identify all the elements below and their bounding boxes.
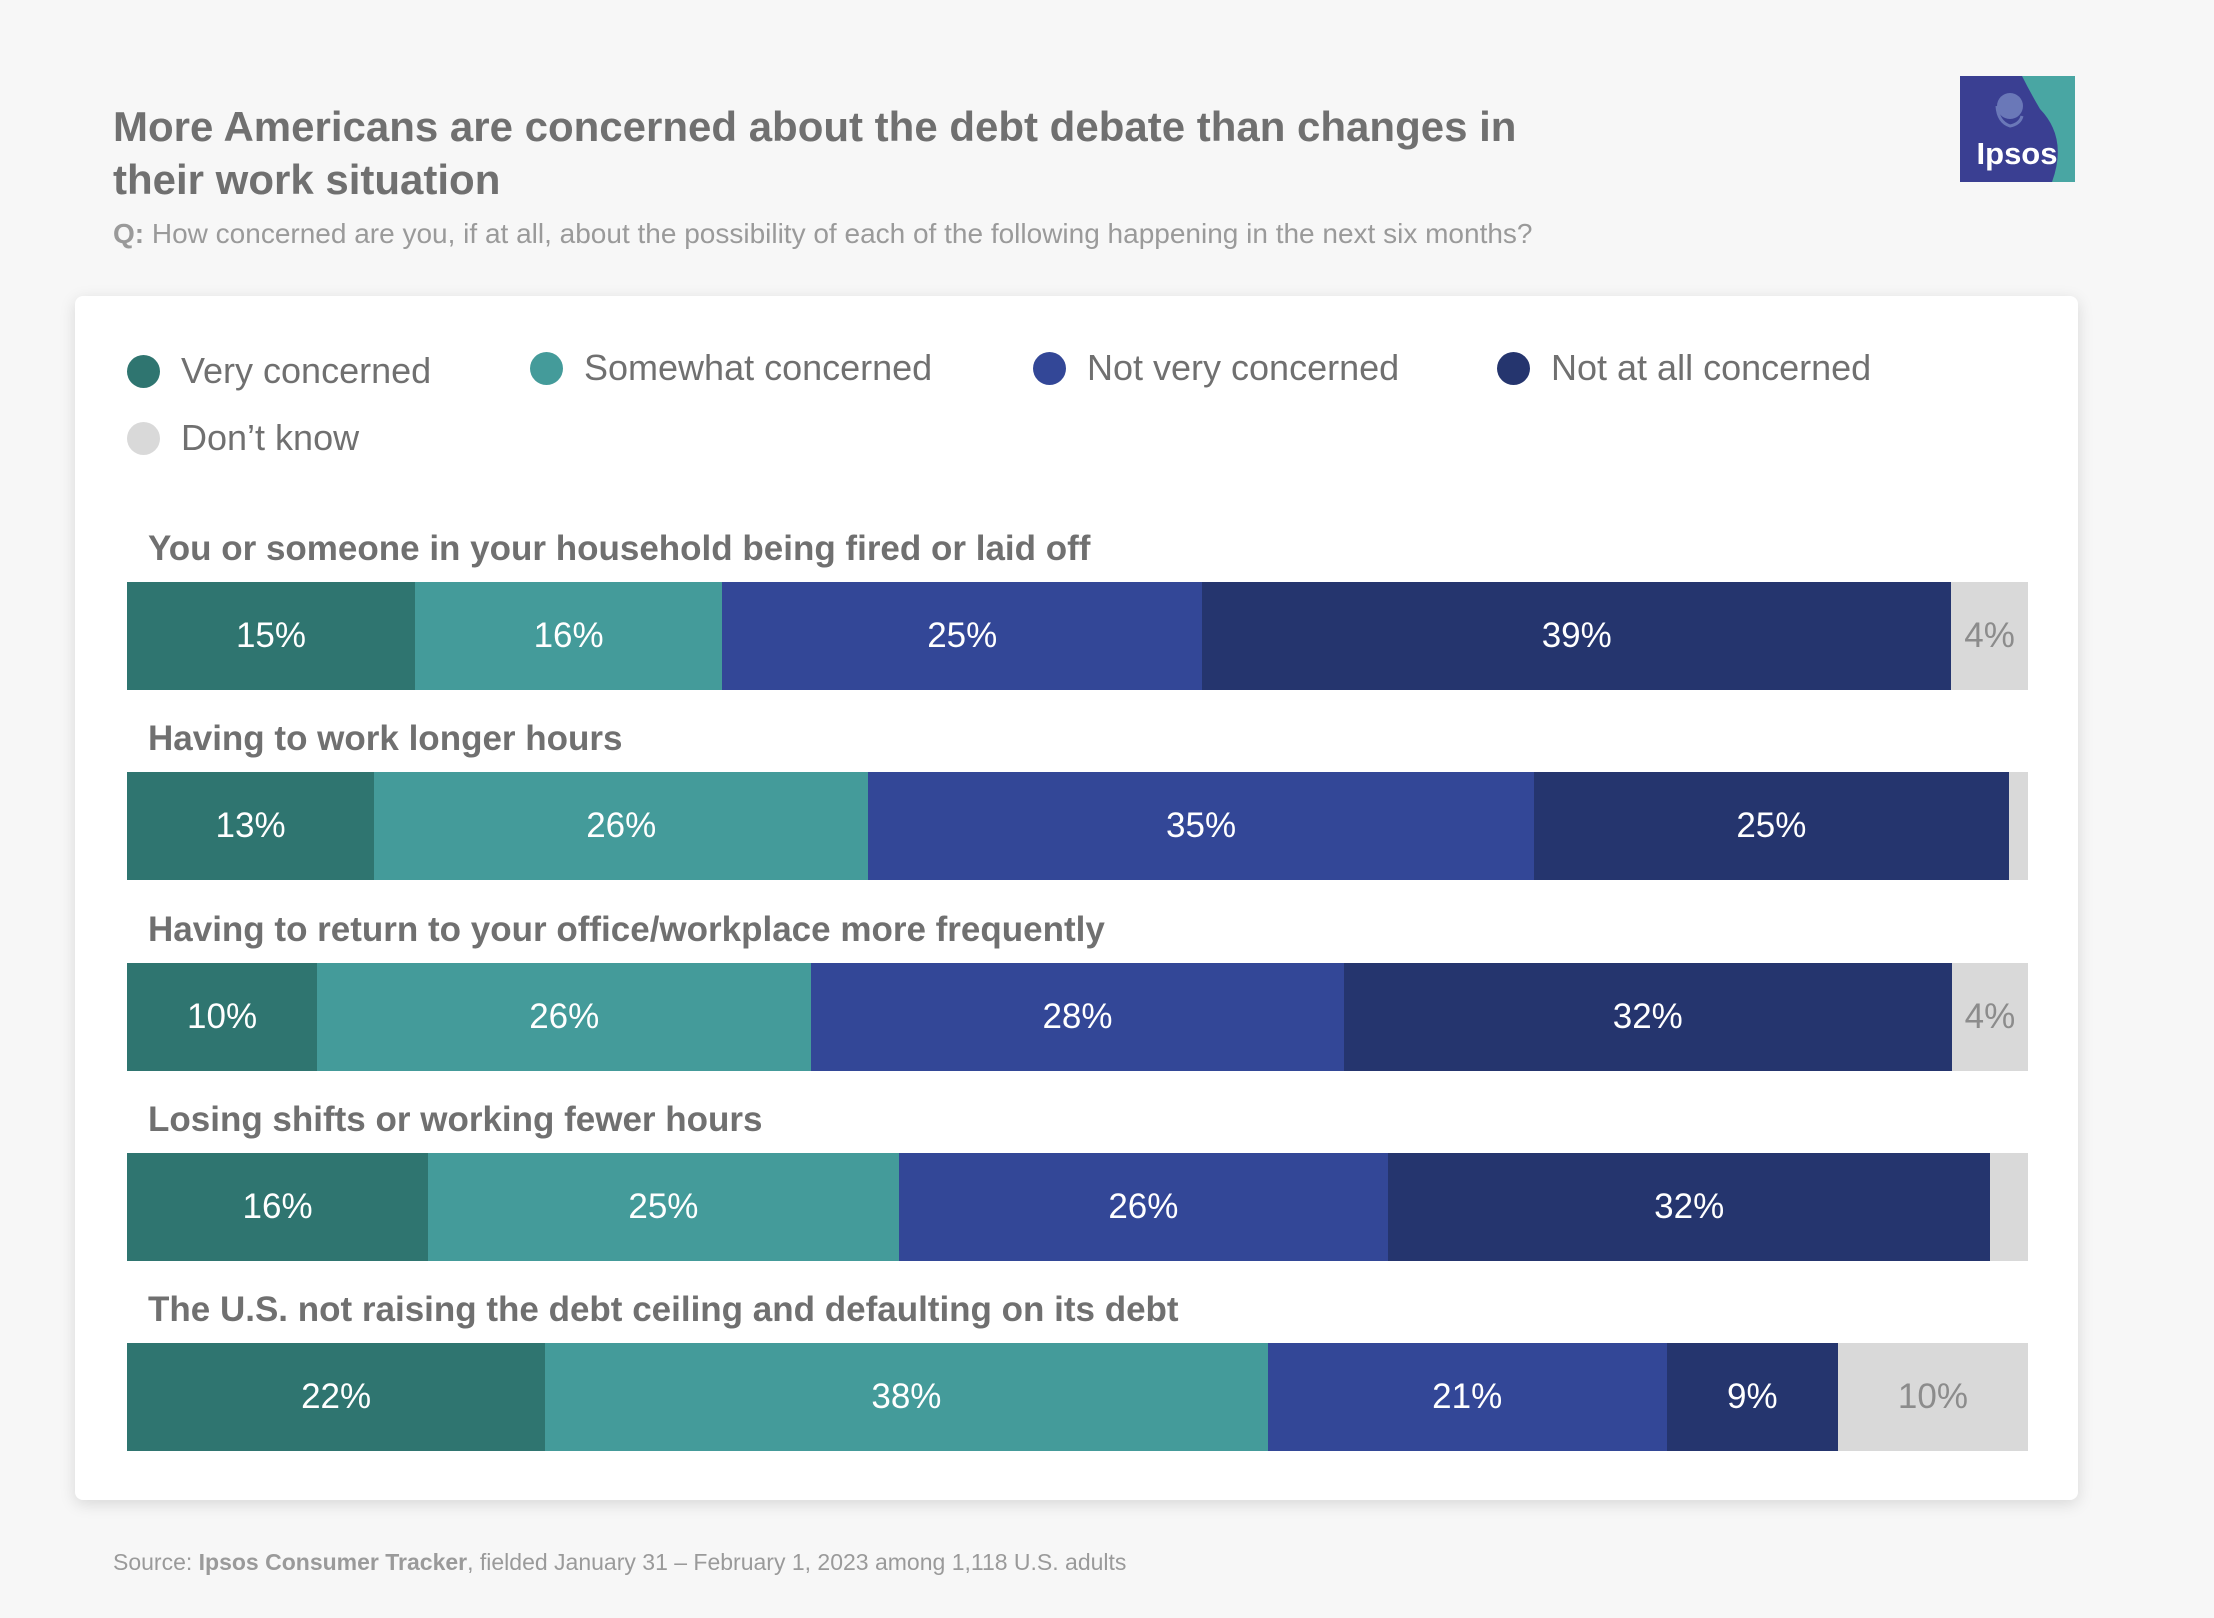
bar-segment: 25% — [722, 582, 1203, 690]
chart-title: More Americans are concerned about the d… — [113, 103, 1517, 203]
row-label: Having to work longer hours — [148, 719, 623, 758]
data-label: 25% — [628, 1187, 699, 1226]
stacked-bar: 13% 26% 35% 25% — [127, 772, 2028, 880]
bar-segment: 10% — [127, 963, 318, 1071]
bar-segment: 32% — [1388, 1153, 1991, 1261]
data-label: 16% — [533, 616, 604, 655]
data-label: 28% — [1042, 997, 1113, 1036]
bar-segment: 25% — [1533, 772, 2009, 880]
data-label: 26% — [586, 806, 657, 845]
data-label: 26% — [529, 997, 600, 1036]
data-label: 9% — [1727, 1377, 1778, 1416]
data-label: 13% — [215, 806, 286, 845]
row-label: The U.S. not raising the debt ceiling an… — [148, 1290, 1179, 1329]
data-label: 10% — [187, 997, 258, 1036]
bar-segment: 15% — [127, 582, 416, 690]
legend-item-somewhat-concerned: Somewhat concerned — [530, 347, 932, 389]
source-details: , fielded January 31 – February 1, 2023 … — [467, 1549, 1127, 1575]
legend-label: Not very concerned — [1087, 347, 1400, 388]
data-label: 25% — [1736, 806, 1807, 845]
legend-item-very-concerned: Very concerned — [127, 350, 431, 392]
survey-question: Q: How concerned are you, if at all, abo… — [113, 218, 2013, 250]
stacked-bar: 10% 26% 28% 32% 4% — [127, 963, 2028, 1071]
data-label: 26% — [1108, 1187, 1179, 1226]
bar-segment: 26% — [317, 963, 812, 1071]
legend-swatch — [127, 421, 160, 455]
legend-label: Somewhat concerned — [584, 347, 933, 388]
legend-swatch — [127, 354, 160, 388]
bar-segment: 26% — [374, 772, 869, 880]
data-label: 25% — [927, 616, 998, 655]
bar-segment: 16% — [127, 1153, 429, 1261]
bar-segment: 38% — [545, 1343, 1268, 1451]
data-label: 4% — [1964, 616, 2015, 655]
question-text: How concerned are you, if at all, about … — [144, 218, 1533, 249]
data-label: 35% — [1166, 806, 1237, 845]
bar-segment: 16% — [415, 582, 723, 690]
source-prefix: Source: — [113, 1549, 199, 1575]
data-label: 39% — [1541, 616, 1612, 655]
bar-segment — [2008, 772, 2028, 880]
legend-swatch — [530, 351, 563, 385]
bar-segment: 39% — [1202, 582, 1952, 690]
ipsos-logo: Ipsos — [1960, 76, 2075, 182]
stacked-bar: 16% 25% 26% 32% — [127, 1153, 2028, 1261]
data-label: 32% — [1654, 1187, 1725, 1226]
bar-segment: 4% — [1951, 963, 2028, 1071]
stacked-bar: 22% 38% 21% 9% 10% — [127, 1343, 2028, 1451]
logo-text: Ipsos — [1977, 136, 2058, 171]
data-label: 16% — [242, 1187, 313, 1226]
bar-segment: 25% — [428, 1153, 899, 1261]
legend-swatch — [1497, 351, 1530, 385]
data-label: 15% — [235, 616, 307, 655]
bar-segment: 9% — [1666, 1343, 1838, 1451]
row-label: Losing shifts or working fewer hours — [148, 1100, 763, 1139]
bar-segment: 28% — [811, 963, 1344, 1071]
question-label: Q: — [113, 218, 145, 249]
legend-item-not-at-all-concerned: Not at all concerned — [1497, 347, 1871, 389]
chart-card — [75, 296, 2078, 1500]
bar-segment: 4% — [1951, 582, 2028, 690]
row-label: Having to return to your office/workplac… — [148, 910, 1105, 949]
legend-swatch — [1033, 351, 1066, 385]
bar-segment — [1990, 1153, 2028, 1261]
bar-segment: 10% — [1837, 1343, 2028, 1451]
bar-segment: 35% — [868, 772, 1534, 880]
stacked-bar: 15% 16% 25% 39% 4% — [127, 582, 2028, 690]
data-label: 21% — [1432, 1377, 1503, 1416]
ipsos-logo-icon: Ipsos — [1960, 76, 2075, 182]
legend-label: Not at all concerned — [1551, 347, 1872, 388]
bar-segment: 13% — [127, 772, 375, 880]
bar-segment: 22% — [127, 1343, 546, 1451]
source-note: Source: Ipsos Consumer Tracker, fielded … — [113, 1549, 2013, 1576]
legend-item-don-t-know: Don’t know — [127, 417, 359, 459]
data-label: 38% — [871, 1377, 942, 1416]
data-label: 22% — [301, 1377, 372, 1416]
bar-segment: 21% — [1267, 1343, 1667, 1451]
legend-item-not-very-concerned: Not very concerned — [1033, 347, 1399, 389]
bar-segment: 26% — [898, 1153, 1389, 1261]
data-label: 4% — [1964, 997, 2016, 1036]
legend-label: Don’t know — [181, 417, 360, 458]
row-label: You or someone in your household being f… — [148, 529, 1091, 568]
data-label: 10% — [1897, 1377, 1968, 1416]
bar-segment: 32% — [1343, 963, 1952, 1071]
source-name: Ipsos Consumer Tracker — [198, 1549, 468, 1575]
data-label: 32% — [1612, 997, 1683, 1036]
legend-label: Very concerned — [181, 350, 432, 391]
